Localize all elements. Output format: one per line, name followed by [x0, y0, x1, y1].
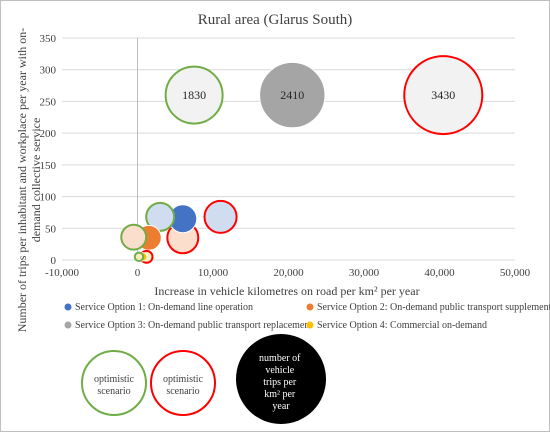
y-tick-label: 250 [40, 96, 57, 108]
legend-entry: Service Option 4: Commercial on-demand [317, 320, 487, 331]
legend-entry: Service Option 3: On-demand public trans… [75, 320, 312, 331]
y-tick-label: 150 [40, 160, 57, 172]
x-axis-ticks: -10,000 0 10,000 20,000 30,000 40,000 50,000 [45, 267, 531, 279]
y-tick-label: 50 [45, 223, 57, 235]
legend-entry: Service Option 1: On-demand line operati… [75, 302, 253, 313]
y-tick-label: 100 [40, 192, 57, 204]
bubble-base [259, 61, 326, 129]
y-tick-label: 350 [40, 33, 57, 45]
chart-title: Rural area (Glarus South) [198, 12, 353, 28]
legend-marker [306, 303, 314, 311]
bubble-green [133, 251, 145, 263]
bubble-green [145, 201, 176, 232]
bubble-label: 1830 [182, 88, 206, 102]
bubble-label: 2410 [280, 88, 304, 102]
x-axis-label: Increase in vehicle kilometres on road p… [154, 284, 419, 298]
legend: Service Option 1: On-demand line operati… [64, 302, 550, 331]
bubble-red [403, 55, 484, 136]
key-green-circle [81, 350, 147, 416]
legend-marker [64, 321, 72, 329]
x-tick-label: 30,000 [349, 267, 380, 279]
legend-marker [64, 303, 72, 311]
key-red-label: optimistic scenario [163, 374, 204, 397]
bubble-green [120, 223, 148, 251]
x-tick-label: 0 [135, 267, 141, 279]
bubble-red [203, 199, 238, 234]
x-tick-label: 50,000 [500, 267, 531, 279]
x-tick-label: -10,000 [45, 267, 79, 279]
y-axis-label-line1: Number of trips per inhabitant and workp… [15, 28, 29, 333]
bubble-label: 3430 [431, 88, 455, 102]
y-axis-label-line2: demand collective service [29, 118, 43, 243]
y-tick-label: 0 [51, 255, 57, 267]
legend-marker [306, 321, 314, 329]
bubbles: 3430 2410 1830 [120, 55, 484, 264]
legend-entry: Service Option 2: On-demand public trans… [317, 302, 550, 313]
y-axis-ticks: 0 50 100 150 200 250 300 350 [40, 33, 57, 267]
key-size-label: number of vehicle trips per km² per year [259, 353, 303, 412]
y-tick-label: 300 [40, 65, 57, 77]
x-tick-label: 10,000 [198, 267, 229, 279]
key-size-circle [236, 334, 326, 424]
bubble-green [164, 65, 224, 125]
key-red-circle [150, 350, 216, 416]
x-tick-label: 40,000 [424, 267, 455, 279]
key-green-label: optimistic scenario [94, 374, 135, 397]
y-tick-label: 200 [40, 128, 57, 140]
x-tick-label: 20,000 [273, 267, 304, 279]
